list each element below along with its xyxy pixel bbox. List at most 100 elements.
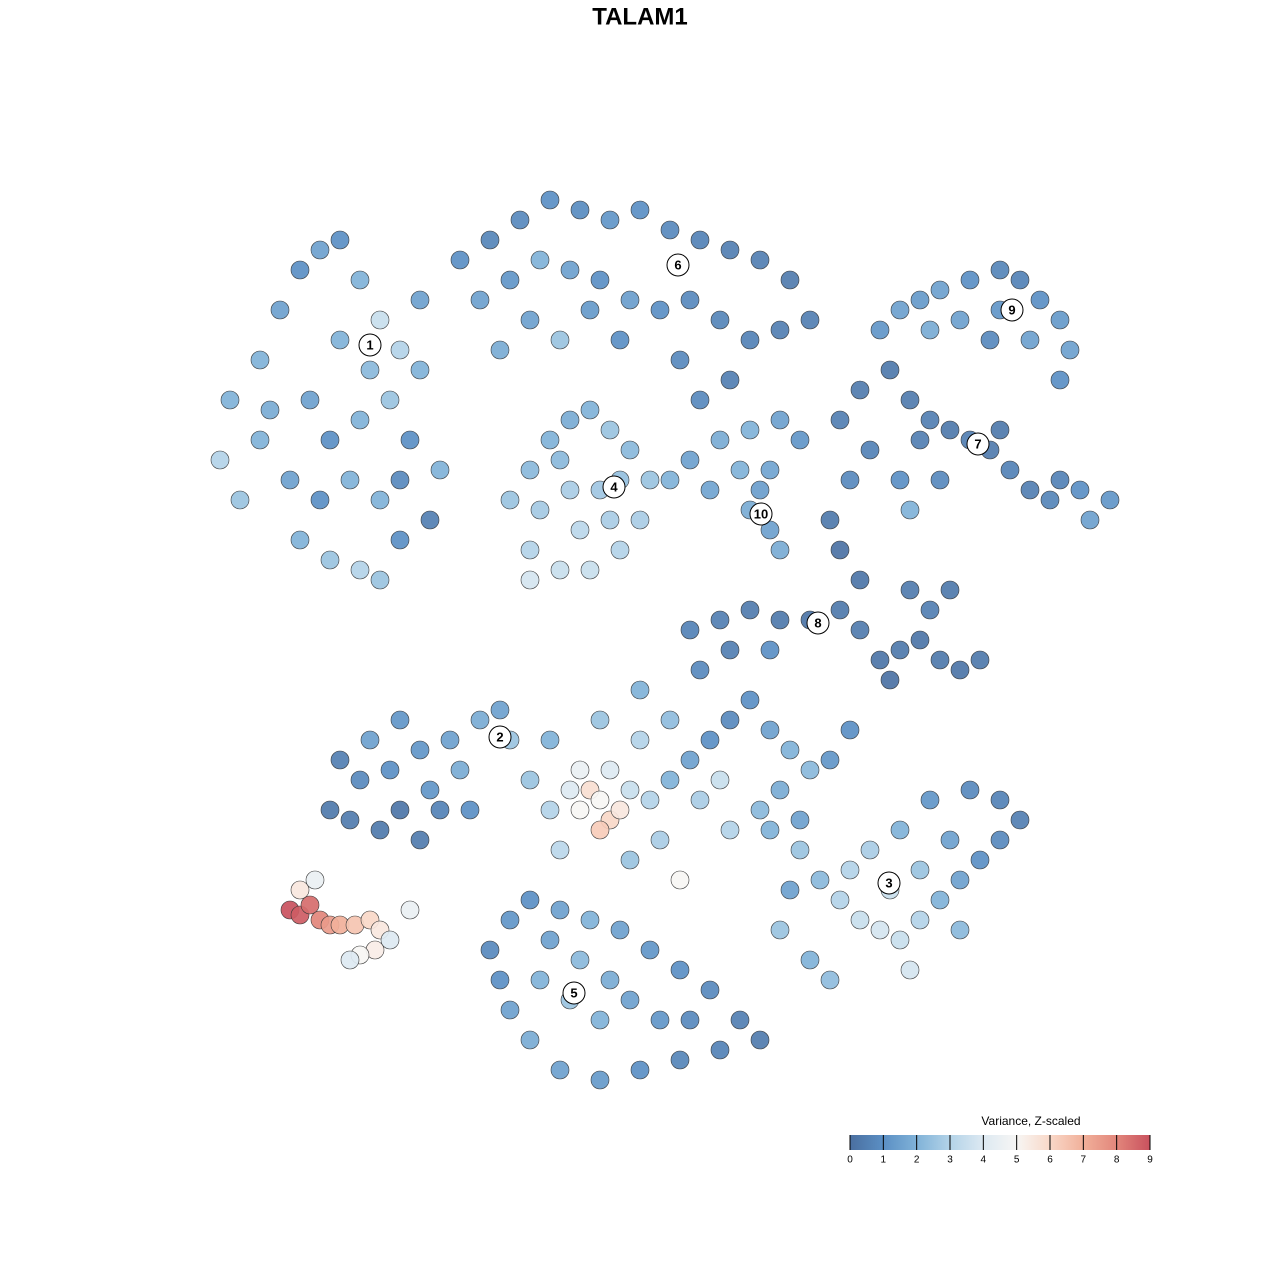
point bbox=[870, 650, 890, 670]
colorbar-tick-label: 8 bbox=[1114, 1155, 1120, 1166]
point bbox=[770, 920, 790, 940]
point bbox=[520, 890, 540, 910]
point bbox=[770, 410, 790, 430]
point bbox=[550, 1060, 570, 1080]
cluster-label: 7 bbox=[974, 436, 981, 451]
point bbox=[940, 420, 960, 440]
point bbox=[550, 450, 570, 470]
point bbox=[800, 310, 820, 330]
point bbox=[370, 490, 390, 510]
point bbox=[950, 870, 970, 890]
point bbox=[480, 940, 500, 960]
point bbox=[890, 470, 910, 490]
point bbox=[990, 790, 1010, 810]
point bbox=[680, 750, 700, 770]
point bbox=[650, 1010, 670, 1030]
point bbox=[640, 940, 660, 960]
point bbox=[710, 1040, 730, 1060]
point bbox=[780, 270, 800, 290]
point bbox=[350, 270, 370, 290]
point bbox=[370, 310, 390, 330]
point bbox=[310, 490, 330, 510]
point bbox=[1050, 470, 1070, 490]
point bbox=[330, 750, 350, 770]
point bbox=[520, 1030, 540, 1050]
point bbox=[320, 800, 340, 820]
point bbox=[1080, 510, 1100, 530]
point bbox=[520, 310, 540, 330]
point bbox=[700, 730, 720, 750]
point bbox=[580, 400, 600, 420]
point bbox=[890, 300, 910, 320]
point bbox=[960, 270, 980, 290]
point bbox=[780, 740, 800, 760]
point bbox=[500, 910, 520, 930]
point bbox=[760, 820, 780, 840]
point bbox=[610, 540, 630, 560]
point bbox=[810, 870, 830, 890]
point bbox=[710, 310, 730, 330]
point bbox=[450, 250, 470, 270]
point bbox=[330, 330, 350, 350]
point bbox=[670, 350, 690, 370]
point bbox=[440, 730, 460, 750]
point bbox=[510, 210, 530, 230]
point bbox=[870, 920, 890, 940]
point bbox=[850, 910, 870, 930]
point bbox=[820, 750, 840, 770]
point bbox=[390, 710, 410, 730]
point bbox=[460, 800, 480, 820]
point bbox=[480, 230, 500, 250]
point bbox=[980, 330, 1000, 350]
point bbox=[320, 430, 340, 450]
point bbox=[760, 720, 780, 740]
point bbox=[380, 760, 400, 780]
point bbox=[740, 330, 760, 350]
point bbox=[500, 1000, 520, 1020]
point bbox=[910, 910, 930, 930]
point bbox=[490, 970, 510, 990]
point bbox=[720, 370, 740, 390]
point bbox=[940, 830, 960, 850]
point bbox=[650, 300, 670, 320]
point bbox=[860, 840, 880, 860]
point bbox=[470, 710, 490, 730]
point bbox=[500, 490, 520, 510]
point bbox=[570, 800, 590, 820]
point bbox=[280, 470, 300, 490]
point bbox=[610, 330, 630, 350]
point bbox=[1050, 310, 1070, 330]
point bbox=[910, 630, 930, 650]
point bbox=[1010, 810, 1030, 830]
chart-title: TALAM1 bbox=[592, 3, 688, 30]
point bbox=[660, 220, 680, 240]
point bbox=[610, 800, 630, 820]
point bbox=[800, 950, 820, 970]
point bbox=[530, 250, 550, 270]
point bbox=[960, 780, 980, 800]
point bbox=[770, 540, 790, 560]
point bbox=[630, 1060, 650, 1080]
point bbox=[300, 895, 320, 915]
point bbox=[290, 880, 310, 900]
point bbox=[400, 900, 420, 920]
point bbox=[1020, 330, 1040, 350]
point bbox=[360, 730, 380, 750]
point bbox=[410, 830, 430, 850]
point bbox=[820, 970, 840, 990]
point bbox=[1100, 490, 1120, 510]
point bbox=[600, 970, 620, 990]
point bbox=[620, 990, 640, 1010]
point bbox=[550, 900, 570, 920]
point bbox=[990, 830, 1010, 850]
point bbox=[310, 240, 330, 260]
colorbar-tick-label: 5 bbox=[1014, 1155, 1020, 1166]
point bbox=[700, 480, 720, 500]
point bbox=[560, 480, 580, 500]
point bbox=[305, 870, 325, 890]
point bbox=[500, 270, 520, 290]
point bbox=[390, 340, 410, 360]
point bbox=[800, 760, 820, 780]
colorbar-tick-label: 6 bbox=[1047, 1155, 1053, 1166]
